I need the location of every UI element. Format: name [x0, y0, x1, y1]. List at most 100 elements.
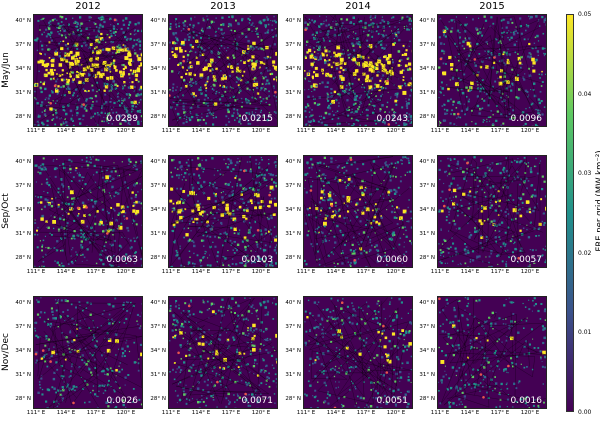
fire-pixel — [183, 44, 186, 46]
fire-pixel — [113, 390, 116, 393]
fire-pixel — [342, 76, 345, 78]
fire-pixel — [192, 36, 195, 39]
boundary-line — [312, 163, 396, 254]
fire-pixel — [45, 247, 47, 249]
fire-pixel — [127, 52, 132, 57]
fire-pixel — [97, 326, 99, 328]
fire-pixel — [475, 201, 478, 204]
boundary-line — [315, 173, 404, 264]
fire-pixel — [519, 208, 521, 211]
fire-pixel — [500, 221, 504, 224]
fire-pixel — [94, 181, 97, 184]
fire-pixel — [459, 32, 461, 34]
fire-pixel — [60, 86, 62, 89]
fire-pixel — [330, 198, 333, 202]
fire-pixel — [245, 381, 247, 384]
map-panel: 0.0243 — [303, 14, 413, 127]
fire-pixel — [235, 175, 238, 177]
fire-pixel — [120, 222, 123, 225]
fire-pixel — [328, 23, 331, 26]
fire-pixel — [183, 24, 186, 27]
fire-pixel — [525, 200, 530, 204]
fire-pixel — [227, 104, 230, 107]
fire-pixel — [265, 256, 267, 259]
fire-pixel — [507, 96, 509, 98]
fire-pixel — [185, 102, 187, 104]
fire-pixel — [250, 23, 253, 26]
fire-pixel — [124, 99, 126, 101]
fire-pixel — [309, 80, 311, 82]
fire-pixel — [229, 159, 232, 162]
fire-pixel — [263, 212, 266, 215]
fire-pixel — [257, 201, 260, 205]
fire-pixel — [222, 24, 225, 27]
fire-pixel — [127, 122, 130, 125]
fire-pixel — [75, 386, 78, 389]
fire-pixel — [378, 57, 381, 60]
fire-pixel — [443, 108, 446, 111]
fire-pixel — [478, 17, 480, 19]
boundary-line — [189, 157, 273, 267]
fire-pixel — [177, 113, 180, 116]
fire-pixel — [324, 266, 326, 267]
fire-pixel — [137, 58, 140, 60]
fire-pixel — [394, 99, 398, 103]
fire-pixel — [442, 62, 445, 65]
fire-pixel — [263, 344, 265, 346]
fire-pixel — [360, 55, 362, 58]
fire-pixel — [381, 67, 386, 72]
fire-pixel — [207, 115, 209, 117]
panel-value: 0.0057 — [510, 255, 543, 265]
fire-pixel — [529, 264, 531, 266]
fire-pixel — [38, 70, 40, 72]
latitude-label: 28° N — [150, 114, 166, 120]
fire-pixel — [125, 109, 129, 113]
fire-pixel — [263, 114, 265, 117]
fire-pixel — [56, 261, 59, 264]
fire-pixel — [227, 46, 229, 49]
fire-pixel — [344, 68, 347, 71]
fire-pixel — [352, 31, 354, 33]
fire-pixel — [103, 120, 105, 123]
fire-pixel — [505, 26, 508, 29]
fire-pixel — [382, 34, 384, 36]
fire-pixel — [196, 61, 200, 65]
fire-pixel — [222, 306, 225, 309]
fire-pixel — [350, 163, 353, 166]
fire-pixel — [269, 69, 271, 71]
fire-pixel — [412, 37, 413, 39]
fire-pixel — [322, 199, 324, 201]
fire-pixel — [174, 239, 176, 242]
latitude-label: 28° N — [150, 255, 166, 261]
fire-pixel — [265, 101, 267, 103]
fire-pixel — [343, 53, 345, 55]
longitude-label: 111° E — [161, 269, 181, 275]
fire-pixel — [222, 86, 224, 88]
fire-pixel — [206, 220, 209, 224]
fire-pixel — [133, 127, 135, 128]
fire-pixel — [450, 19, 453, 22]
fire-pixel — [539, 25, 541, 27]
fire-pixel — [545, 53, 546, 55]
fire-pixel — [86, 164, 90, 167]
fire-pixel — [267, 69, 270, 72]
fire-pixel — [312, 180, 314, 182]
fire-pixel — [140, 257, 142, 261]
fire-pixel — [110, 206, 113, 209]
fire-pixel — [84, 105, 87, 107]
fire-pixel — [269, 338, 272, 341]
fire-pixel — [58, 63, 63, 67]
fire-pixel — [395, 167, 398, 169]
fire-pixel — [462, 192, 466, 196]
fire-pixel — [176, 319, 179, 322]
fire-pixel — [110, 64, 113, 66]
fire-pixel — [522, 227, 525, 229]
boundary-line — [456, 45, 543, 111]
fire-pixel — [112, 41, 114, 43]
fire-pixel — [488, 255, 491, 258]
fire-pixel — [402, 79, 405, 82]
fire-pixel — [237, 112, 239, 115]
fire-pixel — [176, 42, 178, 44]
fire-pixel — [80, 246, 84, 249]
fire-pixel — [410, 89, 412, 92]
